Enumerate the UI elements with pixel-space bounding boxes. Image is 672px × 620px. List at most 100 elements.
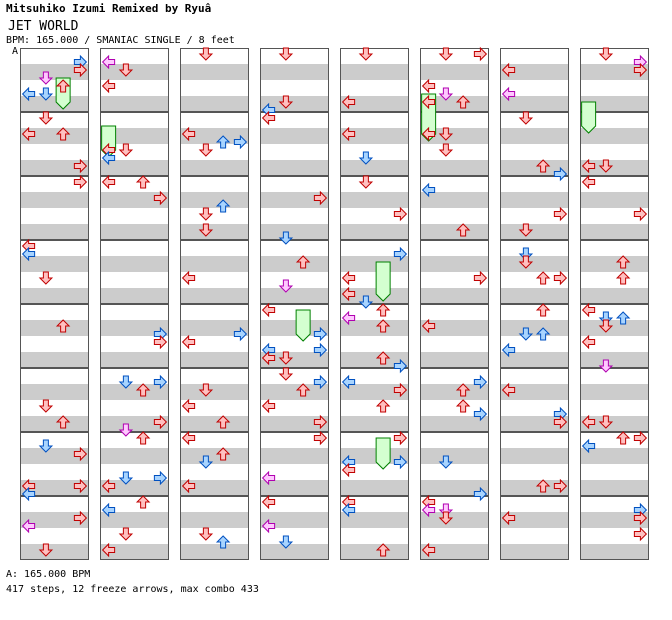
measure-box	[20, 48, 89, 112]
measure-box	[340, 304, 409, 368]
arrow-up	[615, 271, 631, 285]
freeze-arrow	[375, 261, 391, 302]
arrow-down	[438, 143, 454, 157]
chart-column-6	[420, 46, 489, 560]
arrow-up	[455, 95, 471, 109]
arrow-left	[181, 478, 196, 494]
measure-box	[100, 176, 169, 240]
arrow-up	[455, 399, 471, 413]
arrow-down	[598, 359, 614, 373]
measure-box	[180, 496, 249, 560]
arrow-down	[38, 111, 54, 125]
measure-box	[420, 112, 489, 176]
arrow-right	[233, 326, 248, 342]
footer-stats: 417 steps, 12 freeze arrows, max combo 4…	[6, 584, 259, 595]
measure-box	[340, 432, 409, 496]
measure-box	[260, 496, 329, 560]
arrow-up	[295, 255, 311, 269]
arrow-up	[535, 159, 551, 173]
arrow-up	[215, 535, 231, 549]
arrow-down	[118, 63, 134, 77]
arrow-up	[375, 543, 391, 557]
arrow-left	[261, 110, 276, 126]
arrow-down	[598, 47, 614, 61]
measure-box	[260, 112, 329, 176]
arrow-down	[598, 319, 614, 333]
arrow-left	[341, 126, 356, 142]
measure-box	[580, 432, 649, 496]
measure-box	[180, 176, 249, 240]
measure-box	[20, 112, 89, 176]
measure-box	[20, 432, 89, 496]
arrow-up	[375, 351, 391, 365]
arrow-right	[473, 46, 488, 62]
measure-box	[180, 432, 249, 496]
arrow-down	[518, 327, 534, 341]
arrow-down	[198, 383, 214, 397]
measure-box	[420, 368, 489, 432]
measure-box	[180, 240, 249, 304]
arrow-down	[358, 151, 374, 165]
arrow-right	[313, 190, 328, 206]
arrow-right	[153, 374, 168, 390]
arrow-up	[215, 447, 231, 461]
measure-box	[340, 176, 409, 240]
measure-box	[100, 368, 169, 432]
arrow-down	[38, 271, 54, 285]
measure-box	[260, 48, 329, 112]
measure-box	[500, 240, 569, 304]
arrow-up	[55, 319, 71, 333]
arrow-up	[135, 175, 151, 189]
arrow-right	[633, 62, 648, 78]
arrow-right	[313, 326, 328, 342]
arrow-right	[233, 134, 248, 150]
arrow-left	[421, 502, 436, 518]
arrow-right	[153, 414, 168, 430]
arrow-left	[501, 86, 516, 102]
arrow-up	[215, 135, 231, 149]
arrow-right	[633, 206, 648, 222]
arrow-left	[421, 182, 436, 198]
arrow-up	[535, 479, 551, 493]
measure-box	[420, 176, 489, 240]
arrow-down	[278, 351, 294, 365]
arrow-left	[341, 270, 356, 286]
arrow-left	[581, 158, 596, 174]
arrow-left	[101, 78, 116, 94]
measure-box	[420, 432, 489, 496]
measure-box	[20, 240, 89, 304]
chart-column-8	[580, 47, 649, 560]
arrow-left	[181, 398, 196, 414]
chart-info: BPM: 165.000 / SMANIAC SINGLE / 8 feet	[6, 35, 235, 46]
chart-column-7	[500, 48, 569, 560]
arrow-right	[553, 478, 568, 494]
arrow-left	[421, 126, 436, 142]
measure-box	[180, 304, 249, 368]
arrow-down	[38, 399, 54, 413]
arrow-left	[581, 414, 596, 430]
arrow-down	[278, 279, 294, 293]
arrow-right	[473, 374, 488, 390]
arrow-right	[313, 374, 328, 390]
arrow-down	[358, 295, 374, 309]
arrow-left	[341, 374, 356, 390]
arrow-right	[313, 430, 328, 446]
arrow-left	[181, 270, 196, 286]
measure-box	[580, 112, 649, 176]
arrow-down	[438, 87, 454, 101]
arrow-down	[118, 471, 134, 485]
arrow-right	[393, 382, 408, 398]
measure-box	[420, 304, 489, 368]
arrow-down	[198, 207, 214, 221]
arrow-right	[153, 470, 168, 486]
arrow-up	[535, 271, 551, 285]
arrow-down	[198, 223, 214, 237]
arrow-down	[518, 111, 534, 125]
arrow-up	[215, 199, 231, 213]
measure-box	[20, 496, 89, 560]
measure-box	[500, 112, 569, 176]
arrow-left	[101, 542, 116, 558]
arrow-left	[261, 398, 276, 414]
measure-box	[340, 48, 409, 112]
